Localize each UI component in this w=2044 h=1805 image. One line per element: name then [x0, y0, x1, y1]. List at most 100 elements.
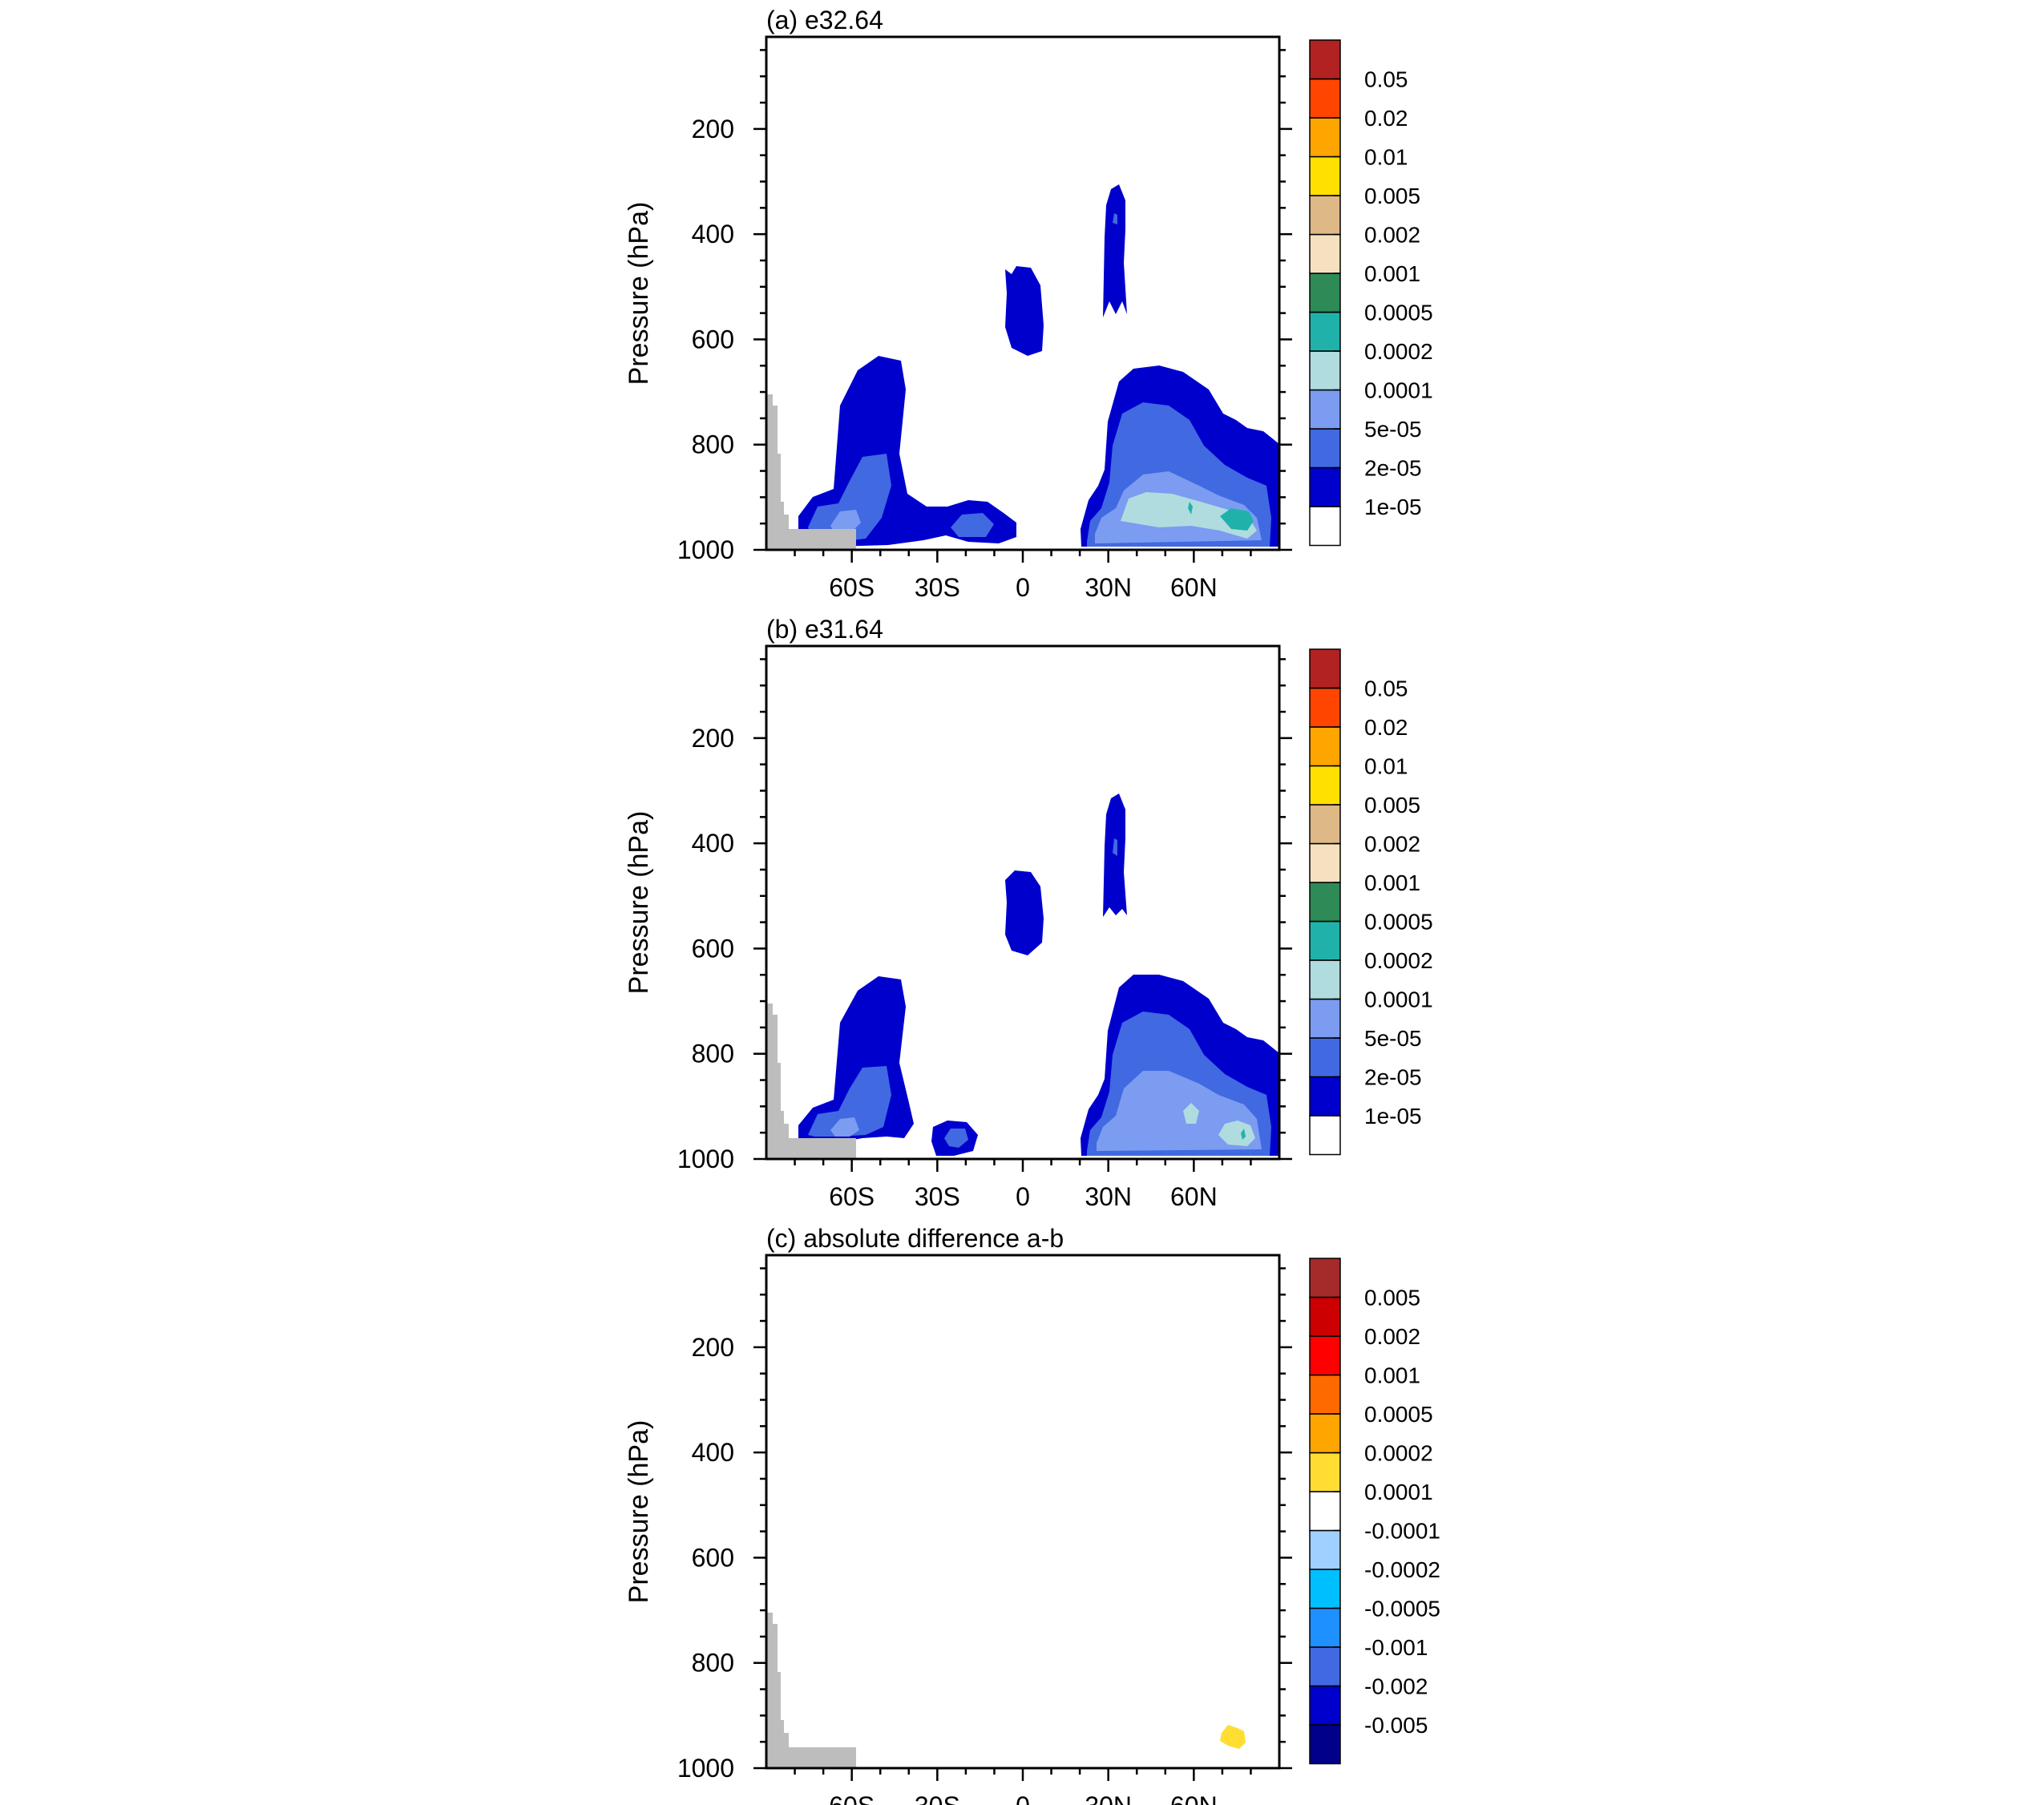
- colorbar-label: 1e-05: [1364, 1104, 1422, 1129]
- x-tick-label: 30S: [915, 573, 960, 602]
- colorbar-label: 0.005: [1364, 793, 1420, 818]
- x-tick-label: 30S: [915, 1182, 960, 1211]
- y-tick-label: 1000: [677, 1145, 734, 1173]
- colorbar-label: 0.001: [1364, 870, 1420, 895]
- colorbar-swatch: [1309, 233, 1341, 274]
- colorbar-label: 0.001: [1364, 261, 1420, 286]
- colorbar-swatch: [1309, 998, 1341, 1039]
- y-tick-label: 400: [692, 220, 734, 248]
- colorbar-label: 0.005: [1364, 184, 1420, 208]
- contour-sh-level-3: [830, 1117, 859, 1137]
- panel-b: (b) e31.64 Pressure (hPa): [624, 615, 1433, 1211]
- y-tick-label: 400: [692, 829, 734, 858]
- contour-30n-plume: [1103, 184, 1127, 317]
- plot-area: 200 400 600 800 1000 60S 30S 0 30N 60N: [677, 1254, 1292, 1805]
- colorbar-label: 0.002: [1364, 223, 1420, 248]
- colorbar-swatch: [1309, 1374, 1341, 1415]
- colorbar-label: 0.02: [1364, 106, 1408, 131]
- colorbar-swatch: [1309, 1258, 1341, 1298]
- x-tick-label: 30N: [1085, 1791, 1132, 1805]
- contour-sh-level-2: [808, 1066, 891, 1137]
- contour-nh-level-4: [1121, 492, 1257, 539]
- colorbar-swatch: [1309, 466, 1341, 507]
- terrain-shading: [766, 1003, 856, 1159]
- colorbar-swatch: [1309, 389, 1341, 430]
- x-tick-label: 0: [1016, 1791, 1030, 1805]
- colorbar-swatch: [1309, 428, 1341, 469]
- contour-nh-level-4b: [1183, 1103, 1199, 1124]
- colorbar-swatch: [1309, 726, 1341, 767]
- x-tick-label: 60N: [1170, 1791, 1218, 1805]
- colorbar-label: 2e-05: [1364, 456, 1422, 481]
- x-tick-label: 30S: [915, 1791, 960, 1805]
- plot-area: 200 400 600 800 1000 60S 30S 0 30N 60N: [677, 35, 1292, 602]
- y-tick-label: 200: [692, 115, 734, 143]
- colorbar-swatch: [1309, 1452, 1341, 1492]
- y-tick-label: 400: [692, 1438, 734, 1467]
- contour-nh-level-5: [1220, 508, 1254, 531]
- x-tick-label: 60S: [829, 573, 875, 602]
- colorbar-swatch: [1309, 1529, 1341, 1570]
- contour-field: [766, 1613, 1246, 1768]
- colorbar-label: 5e-05: [1364, 1026, 1422, 1051]
- colorbar-label: 0.0005: [1364, 301, 1433, 325]
- contour-field: [766, 184, 1279, 550]
- y-tick-label: 800: [692, 430, 734, 459]
- contour-sh-level-3: [830, 510, 861, 534]
- colorbar-label: 0.0005: [1364, 910, 1433, 935]
- colorbar-label: 0.0001: [1364, 378, 1433, 403]
- colorbar-label: -0.0005: [1364, 1597, 1440, 1621]
- colorbar-swatch: [1309, 765, 1341, 806]
- y-axis-label: Pressure (hPa): [624, 202, 654, 386]
- colorbar-swatch: [1309, 1115, 1341, 1156]
- colorbar-swatch: [1309, 117, 1341, 158]
- colorbar-swatch: [1309, 78, 1341, 119]
- contour-nh-level-5b: [1188, 502, 1193, 515]
- x-tick-label: 0: [1016, 573, 1030, 602]
- colorbar-swatch: [1309, 920, 1341, 961]
- x-tick-label: 60N: [1170, 1182, 1218, 1211]
- y-tick-label: 200: [692, 1333, 734, 1362]
- colorbar-swatch: [1309, 1607, 1341, 1648]
- x-tick-label: 30N: [1085, 1182, 1132, 1211]
- colorbar-label: 0.01: [1364, 145, 1408, 170]
- x-tick-label: 60N: [1170, 573, 1218, 602]
- colorbar-label: 0.0001: [1364, 987, 1433, 1012]
- colorbar-swatch: [1309, 842, 1341, 883]
- y-axis-label: Pressure (hPa): [624, 811, 654, 995]
- colorbar-label: 0.005: [1364, 1286, 1420, 1310]
- x-tick-label: 60S: [829, 1791, 875, 1805]
- colorbar-label: 0.05: [1364, 67, 1408, 92]
- terrain-shading: [766, 1613, 856, 1768]
- x-tick-label: 30N: [1085, 573, 1132, 602]
- colorbar-swatch: [1309, 273, 1341, 313]
- contour-eq-blob: [1005, 266, 1044, 356]
- y-tick-label: 800: [692, 1649, 734, 1678]
- contour-eq-blob: [1005, 870, 1044, 955]
- x-tick-label: 60S: [829, 1182, 875, 1211]
- contour-30n-plume: [1103, 793, 1127, 917]
- colorbar-swatch: [1309, 506, 1341, 547]
- colorbar-swatch: [1309, 311, 1341, 352]
- colorbar-swatch: [1309, 1413, 1341, 1454]
- colorbar-swatch: [1309, 648, 1341, 689]
- contour-diff-positive: [1220, 1725, 1246, 1749]
- colorbar-label: -0.0001: [1364, 1519, 1440, 1544]
- y-axis-label: Pressure (hPa): [624, 1420, 654, 1604]
- colorbar-label: 5e-05: [1364, 417, 1422, 442]
- colorbar-label: 0.002: [1364, 832, 1420, 857]
- colorbar-label: 0.0002: [1364, 1441, 1433, 1466]
- colorbar-swatch: [1309, 1646, 1341, 1687]
- y-tick-label: 1000: [677, 1754, 734, 1783]
- colorbar-label: 0.001: [1364, 1363, 1420, 1388]
- colorbar-swatch: [1309, 687, 1341, 728]
- x-tick-label: 0: [1016, 1182, 1030, 1211]
- colorbar-label: -0.0002: [1364, 1557, 1440, 1582]
- contour-30n-plume-core: [1113, 838, 1117, 856]
- terrain-shading: [766, 394, 856, 550]
- panel-c: (c) absolute difference a-b Pressure (hP…: [624, 1224, 1440, 1805]
- colorbar-swatch: [1309, 195, 1341, 236]
- contour-sh-level-2b: [951, 513, 994, 537]
- contour-field: [766, 793, 1279, 1159]
- colorbar-swatch: [1309, 1685, 1341, 1726]
